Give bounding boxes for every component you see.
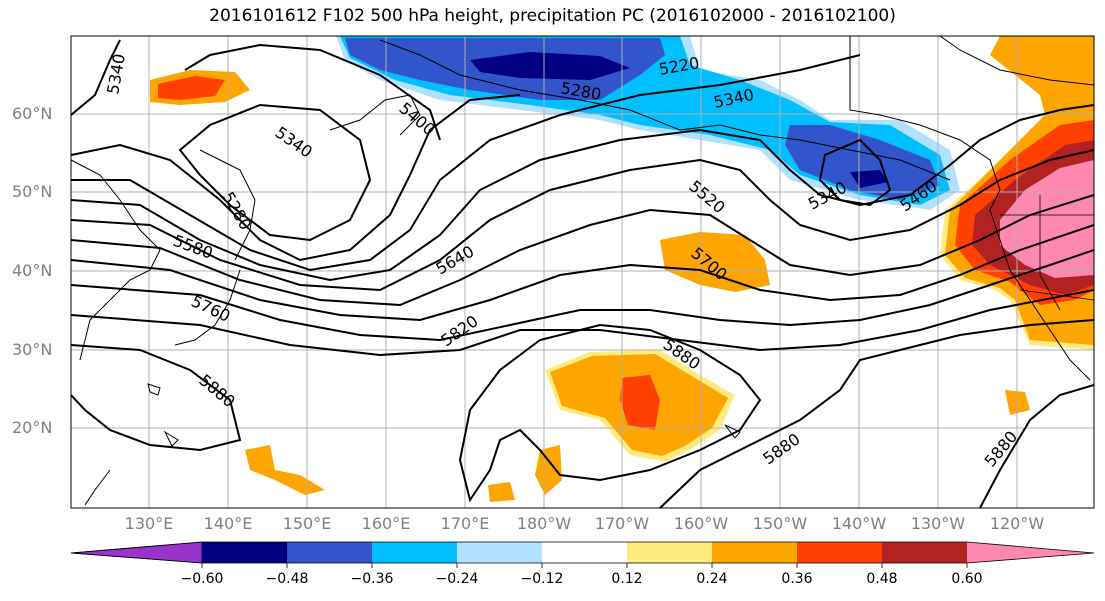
colorbar-tick-label: 0.48	[866, 571, 898, 587]
colorbar-segment	[202, 542, 287, 563]
lon-label: 150°W	[752, 514, 808, 533]
lon-label: 150°E	[282, 514, 332, 533]
contour-label: 5760	[188, 291, 233, 325]
colorbar-segment	[457, 542, 542, 563]
colorbar-tick-label: −0.60	[180, 571, 224, 587]
positive-precip-subtropical-red	[620, 375, 660, 430]
lon-label: 130°E	[124, 514, 174, 533]
lat-label: 60°N	[12, 104, 53, 123]
lon-label: 140°E	[203, 514, 253, 533]
negative-precip-navy-1	[470, 52, 630, 80]
contour-label: 5880	[759, 429, 803, 468]
contour-label: 5280	[219, 189, 256, 234]
lon-label: 170°E	[440, 514, 490, 533]
contour-label: 5880	[195, 371, 238, 412]
negative-precip-dark-blue	[785, 125, 940, 200]
positive-precip-south-small-2	[535, 445, 562, 495]
lat-label: 50°N	[12, 182, 53, 201]
map-frame	[70, 35, 1095, 509]
positive-precip-south-small-1	[245, 445, 325, 495]
lon-label: 120°W	[989, 514, 1045, 533]
colorbar	[70, 541, 1095, 568]
colorbar-tick-label: −0.24	[435, 571, 479, 587]
height-contours	[71, 39, 1094, 508]
colorbar-tick-label: 0.24	[696, 571, 728, 587]
contour-label: 5340	[103, 52, 129, 95]
contour-label: 5520	[685, 177, 728, 218]
colorbar-tick-label: 0.12	[611, 571, 643, 587]
contour-label: 5880	[981, 427, 1022, 470]
colorbar-tick-label: −0.12	[520, 571, 564, 587]
colorbar-tick-label: −0.36	[350, 571, 394, 587]
colorbar-segment	[797, 542, 882, 563]
lon-label: 140°W	[831, 514, 887, 533]
colorbar-segment	[627, 542, 712, 563]
colorbar-segment	[542, 542, 627, 563]
positive-precip-south-small-3	[488, 482, 515, 502]
colorbar-segment	[70, 541, 203, 564]
lat-label: 30°N	[12, 340, 53, 359]
colorbar-tick-label: 0.60	[951, 571, 983, 587]
lon-label: 170°W	[594, 514, 650, 533]
colorbar-segment	[372, 542, 457, 563]
colorbar-tick-label: 0.36	[781, 571, 813, 587]
colorbar-segment	[712, 542, 797, 563]
contour-label: 5340	[272, 123, 316, 162]
lon-label: 160°W	[673, 514, 729, 533]
colorbar-tick-label: −0.48	[265, 571, 309, 587]
colorbar-segment	[882, 542, 967, 563]
positive-precip-west-pacific-north-core	[158, 76, 225, 100]
lon-label: 130°W	[910, 514, 966, 533]
positive-precip-central-pacific	[660, 232, 770, 292]
colorbar-segment	[967, 542, 1094, 563]
lat-label: 40°N	[12, 261, 53, 280]
lat-label: 20°N	[12, 418, 53, 437]
colorbar-segment	[287, 542, 372, 563]
lon-label: 160°E	[361, 514, 411, 533]
lon-label: 180°W	[516, 514, 572, 533]
contour-label: 5580	[171, 231, 216, 263]
map-title: 2016101612 F102 500 hPa height, precipit…	[209, 6, 896, 26]
coastlines	[71, 36, 1094, 506]
